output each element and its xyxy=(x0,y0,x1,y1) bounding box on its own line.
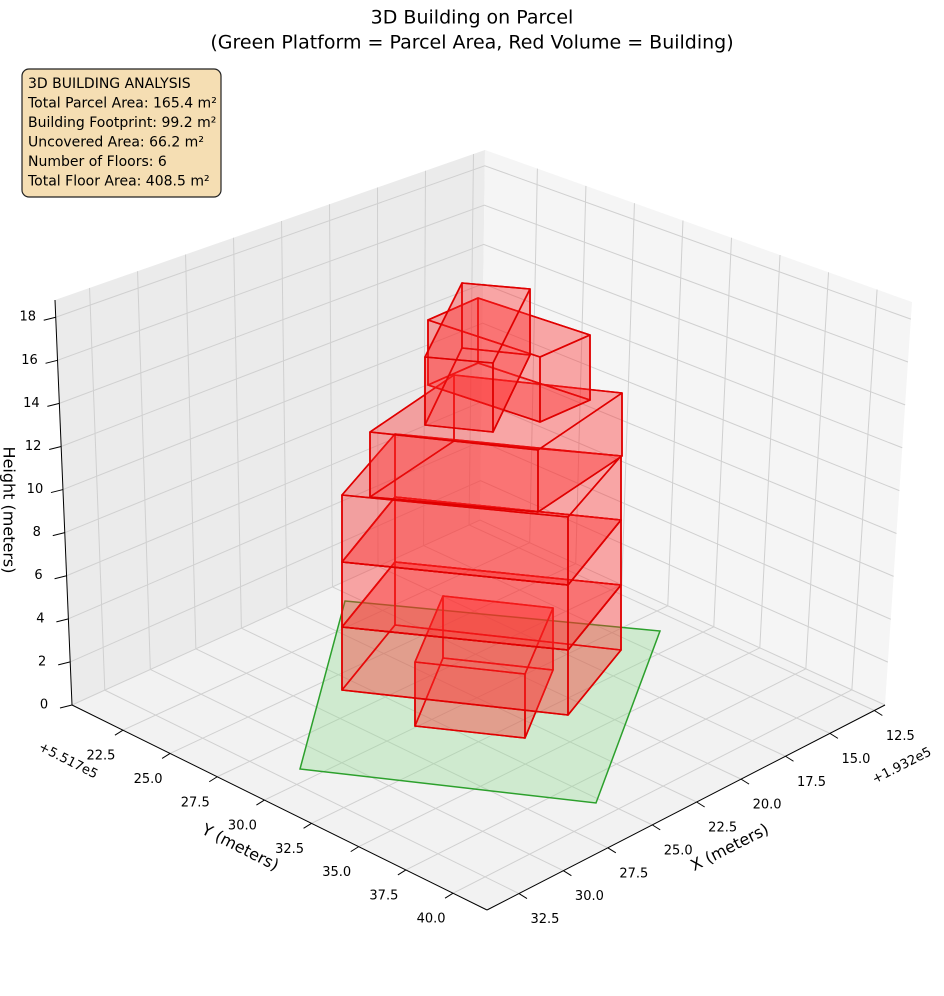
y-tick-label: 27.5 xyxy=(181,795,210,810)
building-face xyxy=(369,374,623,451)
axes: 12.5 15.0 17.5 20.0 22.5 25.0 27.5 30.0 32.5 22.5… xyxy=(19,299,915,927)
y-tick-label: 32.5 xyxy=(275,842,304,857)
z-tick xyxy=(54,575,67,580)
y-tick-label: 37.5 xyxy=(369,888,398,903)
y-tick-label: 25.0 xyxy=(134,772,163,787)
x-axis-line xyxy=(486,704,886,911)
x-tick-label: 17.5 xyxy=(797,775,826,790)
y-tick xyxy=(350,846,359,853)
x-tick-label: 27.5 xyxy=(619,866,648,881)
z-tick-label: 6 xyxy=(34,568,42,583)
y-tick xyxy=(161,753,171,759)
z-axis-line xyxy=(54,299,73,706)
grid-line xyxy=(62,322,900,492)
z-tick-label: 4 xyxy=(36,611,44,626)
info-line: Total Floor Area: 408.5 m² xyxy=(27,174,210,190)
x-tick-label: 25.0 xyxy=(664,843,693,858)
x-tick-label: 22.5 xyxy=(708,821,737,836)
info-box xyxy=(21,68,222,198)
x-tick-label: 12.5 xyxy=(886,729,915,744)
z-tick-label: 8 xyxy=(33,525,41,540)
z-tick-label: 10 xyxy=(27,482,44,497)
grid-line xyxy=(55,165,912,320)
x-tick xyxy=(829,732,839,739)
z-tick-label: 14 xyxy=(23,396,40,411)
y-tick xyxy=(397,869,407,876)
x-tick-label: 32.5 xyxy=(531,912,560,927)
grid-line xyxy=(60,283,903,449)
building-face xyxy=(424,356,494,433)
x-tick xyxy=(785,755,794,762)
y-tick xyxy=(303,822,312,829)
z-tick xyxy=(58,661,71,666)
side-pane xyxy=(480,150,912,705)
z-tick xyxy=(59,704,73,709)
info-text: 3D BUILDING ANALYSIS Total Parcel Area: 1… xyxy=(27,76,217,190)
x-offset-label: +1.932e5 xyxy=(870,745,934,788)
z-tick xyxy=(50,489,64,494)
y-tick-label: 35.0 xyxy=(322,865,351,880)
y-tick xyxy=(208,776,218,783)
building xyxy=(341,282,623,739)
z-tick-label: 12 xyxy=(25,439,42,454)
z-tick xyxy=(52,532,65,537)
info-line: Number of Floors: 6 xyxy=(28,154,167,170)
info-line: Total Parcel Area: 165.4 m² xyxy=(27,96,217,112)
grid xyxy=(55,154,912,894)
x-tick-label: 15.0 xyxy=(841,752,870,767)
x-tick xyxy=(518,893,528,899)
z-tick-label: 0 xyxy=(40,698,48,713)
floor-pane xyxy=(72,520,885,910)
parcel-platform xyxy=(299,600,662,804)
x-tick xyxy=(607,847,617,854)
info-line: 3D BUILDING ANALYSIS xyxy=(28,76,191,92)
grid-line xyxy=(59,243,906,406)
info-line: Uncovered Area: 66.2 m² xyxy=(28,135,204,151)
z-tick-label: 2 xyxy=(38,654,46,669)
z-tick xyxy=(49,446,62,450)
z-axis-label: Height (meters) xyxy=(0,447,19,574)
x-tick xyxy=(740,778,750,785)
grid-line xyxy=(71,519,886,706)
grid-line xyxy=(57,204,909,363)
z-tick-label: 16 xyxy=(21,353,38,368)
y-tick xyxy=(256,799,265,806)
y-tick xyxy=(114,729,124,736)
x-tick-label: 30.0 xyxy=(575,889,604,904)
x-tick xyxy=(651,824,661,831)
z-tick xyxy=(43,316,56,321)
x-tick-label: 20.0 xyxy=(753,798,782,813)
z-tick-label: 18 xyxy=(19,310,36,325)
y-tick xyxy=(444,892,454,899)
info-line: Building Footprint: 99.2 m² xyxy=(28,115,216,131)
y-axis-line xyxy=(71,704,488,911)
z-tick xyxy=(45,359,58,364)
y-tick-label: 30.0 xyxy=(228,819,257,834)
x-tick xyxy=(563,870,572,877)
grid-line xyxy=(69,480,889,663)
y-tick-label: 22.5 xyxy=(86,749,115,764)
x-tick xyxy=(696,801,705,808)
z-tick xyxy=(56,618,69,623)
y-tick-label: 40.0 xyxy=(417,912,446,927)
grid-line xyxy=(68,440,891,620)
building-face xyxy=(424,282,531,364)
chart-title: 3D Building on Parcel xyxy=(371,7,574,29)
x-tick xyxy=(874,710,883,716)
z-tick xyxy=(47,402,60,407)
chart-subtitle: (Green Platform = Parcel Area, Red Volum… xyxy=(210,32,733,54)
